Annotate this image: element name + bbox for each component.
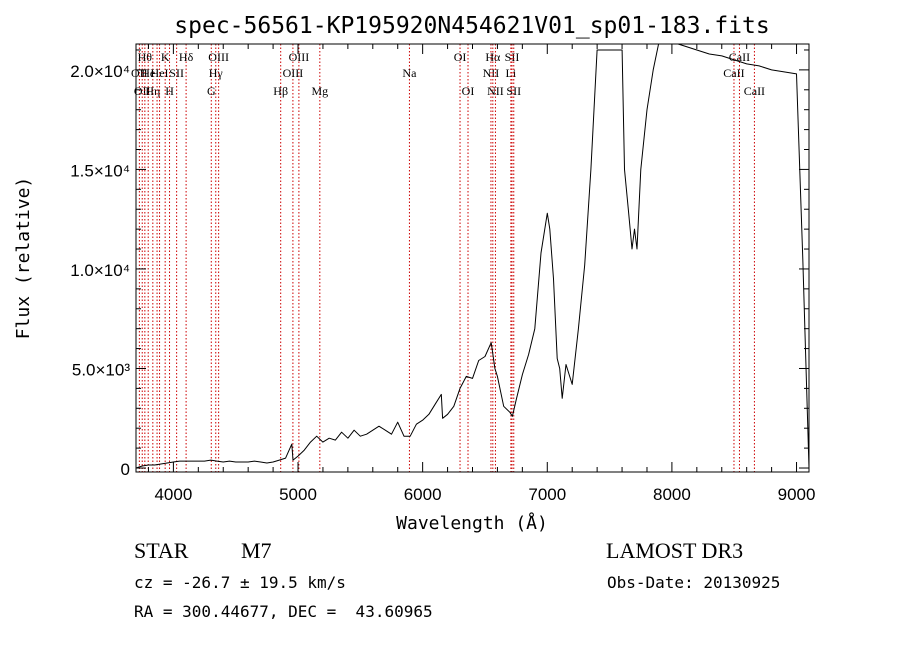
series-line-0: [136, 44, 809, 469]
marker-label-10: Hδ: [179, 50, 194, 64]
axes: 4000 5000 6000 7000 8000 9000 0 5.0×10³ 1.0×10⁴ 1…: [70, 44, 815, 504]
x-tick-label-1: 5000: [279, 485, 317, 504]
y-axis-label: Flux (relative): [13, 177, 34, 340]
marker-label-2: Hθ: [138, 50, 153, 64]
marker-label-23: NII: [487, 84, 504, 98]
coords-label: RA = 300.44677, DEC = 43.60965: [134, 602, 433, 621]
class-label: STAR: [134, 538, 189, 563]
x-tick-label-0: 4000: [154, 485, 192, 504]
x-axis-label: Wavelength (Å): [396, 512, 548, 534]
marker-label-24: Li: [506, 66, 517, 80]
marker-label-25: SII: [505, 50, 520, 64]
plot-frame: [135, 43, 810, 473]
marker-label-11: G: [207, 84, 216, 98]
marker-label-16: OIII: [289, 50, 310, 64]
x-tick-label-3: 7000: [528, 485, 566, 504]
y-tick-label-0: 0: [121, 460, 130, 479]
y-tick-label-2: 1.0×10⁴: [70, 261, 130, 280]
marker-label-22: Hα: [485, 50, 501, 64]
emission-line-markers: OIIOIIHθHeHηHeIKHSIIHδGHγOIIIHβOIIIOIIIM…: [131, 44, 765, 472]
marker-label-4: Hη: [145, 84, 160, 98]
marker-label-7: K: [161, 50, 170, 64]
marker-label-18: Na: [402, 66, 417, 80]
marker-label-15: OIII: [283, 66, 304, 80]
marker-label-13: OIII: [208, 50, 229, 64]
x-tick-label-5: 9000: [778, 485, 816, 504]
y-tick-label-3: 1.5×10⁴: [70, 161, 130, 180]
marker-label-27: CaII: [723, 66, 744, 80]
y-tick-label-1: 5.0×10³: [72, 360, 130, 379]
redshift-label: cz = -26.7 ± 19.5 km/s: [134, 573, 346, 592]
x-tick-label-2: 6000: [404, 485, 442, 504]
marker-label-21: NII: [483, 66, 500, 80]
spectrum-series: [136, 44, 809, 469]
marker-label-20: OI: [462, 84, 475, 98]
marker-label-29: CaII: [744, 84, 765, 98]
survey-label: LAMOST DR3: [606, 538, 744, 563]
y-tick-label-4: 2.0×10⁴: [70, 62, 130, 81]
marker-label-19: OI: [454, 50, 467, 64]
marker-label-26: SII: [506, 84, 521, 98]
marker-label-8: H: [165, 84, 174, 98]
marker-label-9: SII: [169, 66, 184, 80]
chart-title: spec-56561-KP195920N454621V01_sp01-183.f…: [174, 13, 769, 39]
marker-label-14: Hβ: [273, 84, 288, 98]
marker-label-6: HeI: [151, 66, 169, 80]
x-tick-label-4: 8000: [653, 485, 691, 504]
obs-date-label: Obs-Date: 20130925: [607, 573, 781, 592]
marker-label-28: CaII: [729, 50, 750, 64]
subclass-label: M7: [241, 538, 272, 563]
marker-label-12: Hγ: [209, 66, 224, 80]
marker-label-1: OII: [134, 84, 151, 98]
marker-label-17: Mg: [311, 84, 328, 98]
